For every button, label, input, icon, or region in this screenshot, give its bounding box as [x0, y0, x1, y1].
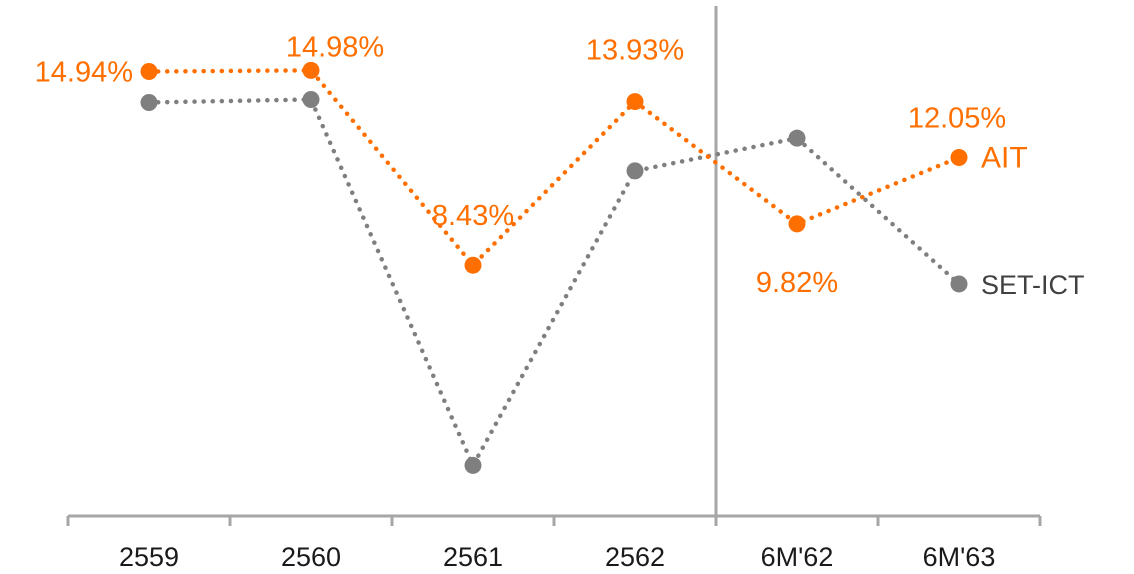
- data-point: [788, 129, 806, 147]
- series-line: [146, 97, 962, 471]
- x-tick-labels: 2559 2560 2561 2562 6M'62 6M'63: [119, 542, 995, 572]
- data-point: [302, 61, 320, 79]
- x-tick-label: 2562: [605, 542, 665, 572]
- data-point: [464, 256, 482, 274]
- series-line: [146, 68, 962, 269]
- data-point: [626, 93, 644, 111]
- data-point: [950, 149, 968, 167]
- data-point: [140, 93, 158, 111]
- data-point: [626, 162, 644, 180]
- x-tick-label: 6M'62: [761, 542, 834, 572]
- x-axis: [66, 514, 1042, 526]
- series-lines: [146, 68, 962, 471]
- x-tick-label: 2559: [119, 542, 179, 572]
- x-tick-label: 2561: [443, 542, 503, 572]
- data-point: [950, 275, 968, 293]
- data-label: 8.43%: [432, 200, 514, 232]
- data-point: [464, 456, 482, 474]
- legend-entry: SET-ICT: [981, 270, 1085, 300]
- data-labels: 14.94% 14.98% 8.43% 13.93% 9.82% 12.05%: [35, 31, 1007, 299]
- data-point: [302, 91, 320, 108]
- data-label: 9.82%: [756, 267, 838, 299]
- series-points: [140, 61, 968, 474]
- series-legend: AIT SET-ICT: [981, 142, 1085, 300]
- data-label: 14.94%: [35, 57, 133, 89]
- data-point: [788, 215, 806, 233]
- data-label: 13.93%: [586, 35, 684, 67]
- legend-entry: AIT: [981, 142, 1028, 175]
- data-point: [140, 63, 158, 81]
- data-label: 12.05%: [908, 103, 1006, 135]
- x-tick-label: 6M'63: [923, 542, 996, 572]
- data-label: 14.98%: [286, 31, 384, 63]
- x-tick-label: 2560: [281, 542, 341, 572]
